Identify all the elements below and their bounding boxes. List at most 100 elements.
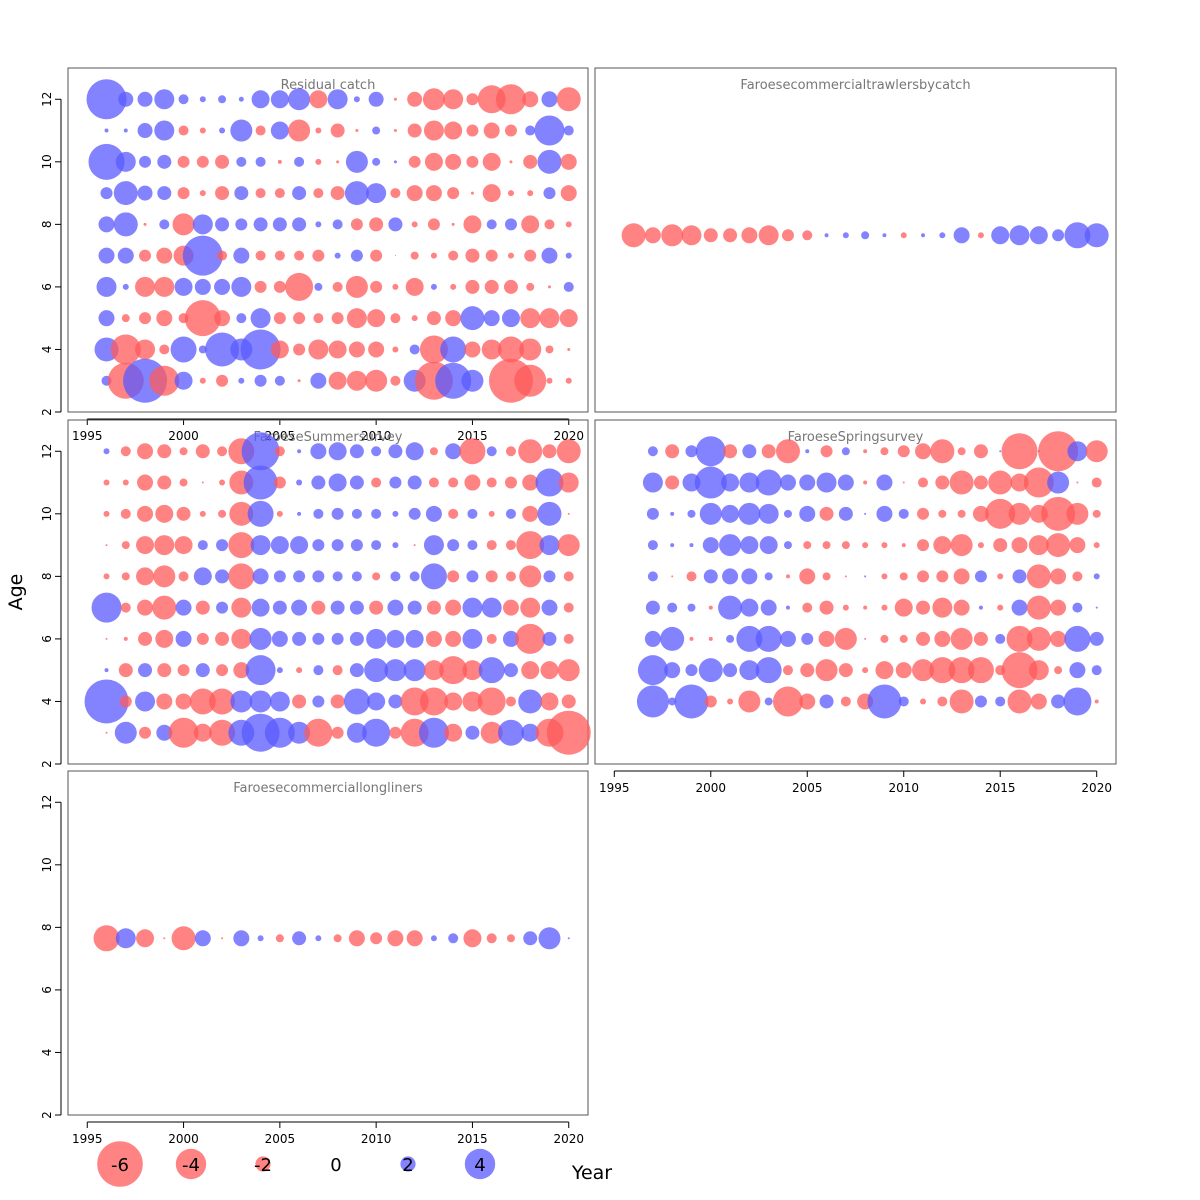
residual-bubble <box>176 506 191 521</box>
residual-bubble <box>392 283 399 290</box>
residual-bubble <box>255 250 266 261</box>
residual-bubble <box>537 501 562 526</box>
residual-bubble <box>465 279 480 294</box>
residual-bubble <box>297 379 301 383</box>
y-tick-label: 8 <box>40 221 54 229</box>
residual-bubble <box>293 570 306 583</box>
residual-bubble <box>349 631 364 646</box>
residual-bubble <box>233 662 250 679</box>
residual-bubble <box>687 603 696 612</box>
residual-bubble <box>369 217 384 232</box>
residual-bubble <box>667 602 678 613</box>
residual-bubble <box>977 232 984 239</box>
residual-bubble <box>100 187 113 200</box>
residual-bubble <box>179 447 188 456</box>
residual-bubble <box>153 565 176 588</box>
residual-bubble <box>1091 477 1102 488</box>
residual-bubble <box>159 344 170 355</box>
residual-bubble <box>123 128 128 133</box>
legend-label: -6 <box>111 1155 129 1176</box>
residual-bubble <box>557 659 580 682</box>
residual-bubble <box>567 512 570 515</box>
residual-bubble <box>539 535 560 556</box>
residual-bubble <box>519 338 542 361</box>
residual-bubble <box>466 124 479 137</box>
residual-bubble <box>916 600 931 615</box>
residual-bubble <box>135 339 156 360</box>
residual-bubble <box>1026 564 1051 589</box>
residual-bubble <box>772 686 803 717</box>
residual-bubble <box>880 447 889 456</box>
residual-bubble <box>521 723 540 742</box>
residual-bubble <box>950 534 973 557</box>
residual-bubble <box>311 600 326 615</box>
x-tick-label: 2010 <box>888 781 919 795</box>
residual-bubble <box>921 233 926 238</box>
residual-bubble <box>195 663 210 678</box>
residual-bubble <box>742 444 757 459</box>
residual-bubble <box>425 505 442 522</box>
residual-bubble <box>723 228 738 243</box>
residual-bubble <box>392 542 399 549</box>
x-tick-label: 2005 <box>792 781 823 795</box>
residual-bubble <box>918 477 929 488</box>
residual-bubble <box>163 937 166 940</box>
residual-bubble <box>502 630 519 647</box>
residual-bubble <box>372 126 381 135</box>
residual-bubble <box>540 661 559 680</box>
residual-bubble <box>741 568 758 585</box>
residual-bubble <box>972 505 989 522</box>
residual-bubble <box>985 498 1016 529</box>
residual-bubble <box>481 339 502 360</box>
residual-bubble <box>294 250 305 261</box>
residual-bubble <box>488 510 495 517</box>
residual-bubble <box>820 445 833 458</box>
residual-bubble <box>1012 569 1027 584</box>
residual-bubble <box>235 218 248 231</box>
residual-bubble <box>137 91 153 107</box>
residual-bubble <box>403 659 426 682</box>
residual-bubble <box>664 662 681 679</box>
residual-bubble <box>503 663 518 678</box>
residual-bubble <box>506 934 515 943</box>
panel-2: Faroesecommercialtrawlersbycatch <box>594 67 1117 413</box>
residual-bubble <box>215 631 230 646</box>
residual-bubble <box>840 696 851 707</box>
x-tick-label: 2000 <box>696 781 727 795</box>
residual-bubble <box>1028 660 1049 681</box>
residual-bubble <box>328 371 347 390</box>
panel-frame <box>67 419 589 765</box>
residual-bubble <box>271 630 288 647</box>
residual-bubble <box>785 605 790 610</box>
residual-bubble <box>727 698 734 705</box>
residual-bubble <box>408 155 421 168</box>
residual-bubble <box>1010 473 1029 492</box>
panel-4: FaroeseSpringsurvey 1995 2000 2005 2010 2015 2… <box>594 419 1117 795</box>
legend-label: -2 <box>254 1155 272 1176</box>
residual-bubble <box>644 227 661 244</box>
residual-bubble <box>199 190 206 197</box>
residual-bubble <box>137 185 153 201</box>
residual-bubble <box>523 931 538 946</box>
residual-bubble <box>1028 535 1049 556</box>
residual-bubble <box>502 599 519 616</box>
residual-bubble <box>392 346 399 353</box>
residual-bubble <box>393 129 397 133</box>
residual-bubble <box>516 531 545 560</box>
residual-bubble <box>390 375 401 386</box>
residual-bubble <box>799 693 816 710</box>
residual-bubble <box>205 332 240 367</box>
residual-bubble <box>681 225 702 246</box>
residual-bubble <box>973 444 988 459</box>
residual-bubble <box>685 664 698 677</box>
residual-bubble <box>276 667 283 674</box>
residual-bubble <box>935 475 950 490</box>
residual-bubble <box>755 469 782 496</box>
residual-bubble <box>504 476 517 489</box>
residual-bubble <box>1026 595 1051 620</box>
residual-bubble <box>98 247 115 264</box>
x-axis-label: Year <box>571 1162 612 1184</box>
residual-bubble <box>331 312 344 325</box>
residual-bubble <box>370 249 383 262</box>
residual-bubble <box>168 717 199 748</box>
